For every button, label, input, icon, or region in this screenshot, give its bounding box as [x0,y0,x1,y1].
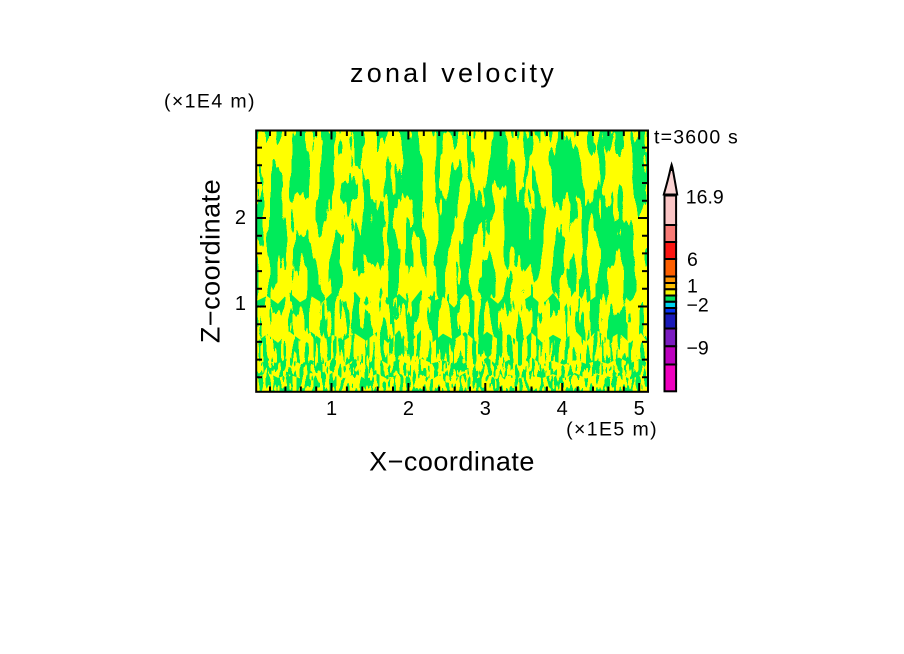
svg-text:t=3600 s: t=3600 s [654,127,739,149]
svg-text:3: 3 [480,398,491,420]
svg-text:zonal velocity: zonal velocity [350,58,557,88]
svg-text:X−coordinate: X−coordinate [369,447,535,477]
svg-text:−9: −9 [687,337,709,359]
svg-text:2: 2 [403,398,414,420]
svg-text:16.9: 16.9 [686,186,724,208]
svg-text:5: 5 [634,398,645,420]
svg-text:4: 4 [557,398,568,420]
svg-text:6: 6 [687,249,698,271]
svg-text:(×1E4 m): (×1E4 m) [164,91,256,113]
svg-text:1: 1 [687,276,698,298]
svg-text:−2: −2 [687,295,709,317]
svg-text:(×1E5 m): (×1E5 m) [566,419,658,441]
svg-text:2: 2 [235,207,246,229]
svg-text:1: 1 [235,293,246,315]
svg-text:1: 1 [326,398,337,420]
svg-text:Z−coordinate: Z−coordinate [195,179,225,343]
